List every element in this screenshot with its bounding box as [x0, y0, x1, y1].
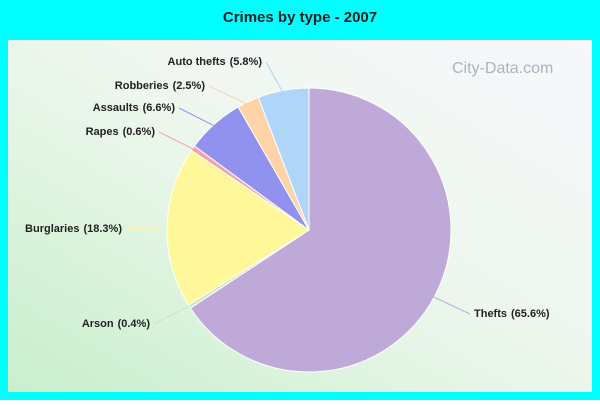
- slice-category: Burglaries: [25, 223, 79, 235]
- slice-label: Thefts (65.6%): [474, 308, 550, 320]
- slice-label: Arson (0.4%): [82, 318, 151, 330]
- slice-label: Burglaries (18.3%): [25, 223, 122, 235]
- slice-value: (0.4%): [118, 318, 151, 330]
- slice-category: Assaults: [93, 102, 139, 114]
- slice-value: (2.5%): [173, 80, 206, 92]
- slice-label: Robberies (2.5%): [115, 80, 206, 92]
- slice-category: Thefts: [474, 308, 507, 320]
- slice-value: (18.3%): [83, 223, 122, 235]
- leader-line: [158, 131, 197, 151]
- slice-value: (5.8%): [230, 56, 263, 68]
- slice-label: Assaults (6.6%): [93, 102, 176, 114]
- leader-line: [153, 303, 194, 325]
- pie-slice: [257, 87, 310, 231]
- slice-label: Rapes (0.6%): [86, 126, 156, 138]
- leader-line: [125, 226, 172, 230]
- leader-line: [208, 85, 250, 106]
- slice-category: Auto thefts: [168, 56, 226, 68]
- slice-category: Robberies: [115, 80, 169, 92]
- leader-line: [430, 295, 471, 315]
- slice-value: (65.6%): [511, 308, 550, 320]
- leader-line: [265, 61, 285, 95]
- slice-category: Arson: [82, 318, 114, 330]
- slice-value: (0.6%): [123, 126, 156, 138]
- watermark: City-Data.com: [452, 60, 553, 77]
- slice-category: Rapes: [86, 126, 119, 138]
- slice-value: (6.6%): [143, 102, 176, 114]
- chart-title: Crimes by type - 2007: [223, 9, 377, 26]
- leader-line: [178, 107, 218, 128]
- slice-label: Auto thefts (5.8%): [168, 56, 263, 68]
